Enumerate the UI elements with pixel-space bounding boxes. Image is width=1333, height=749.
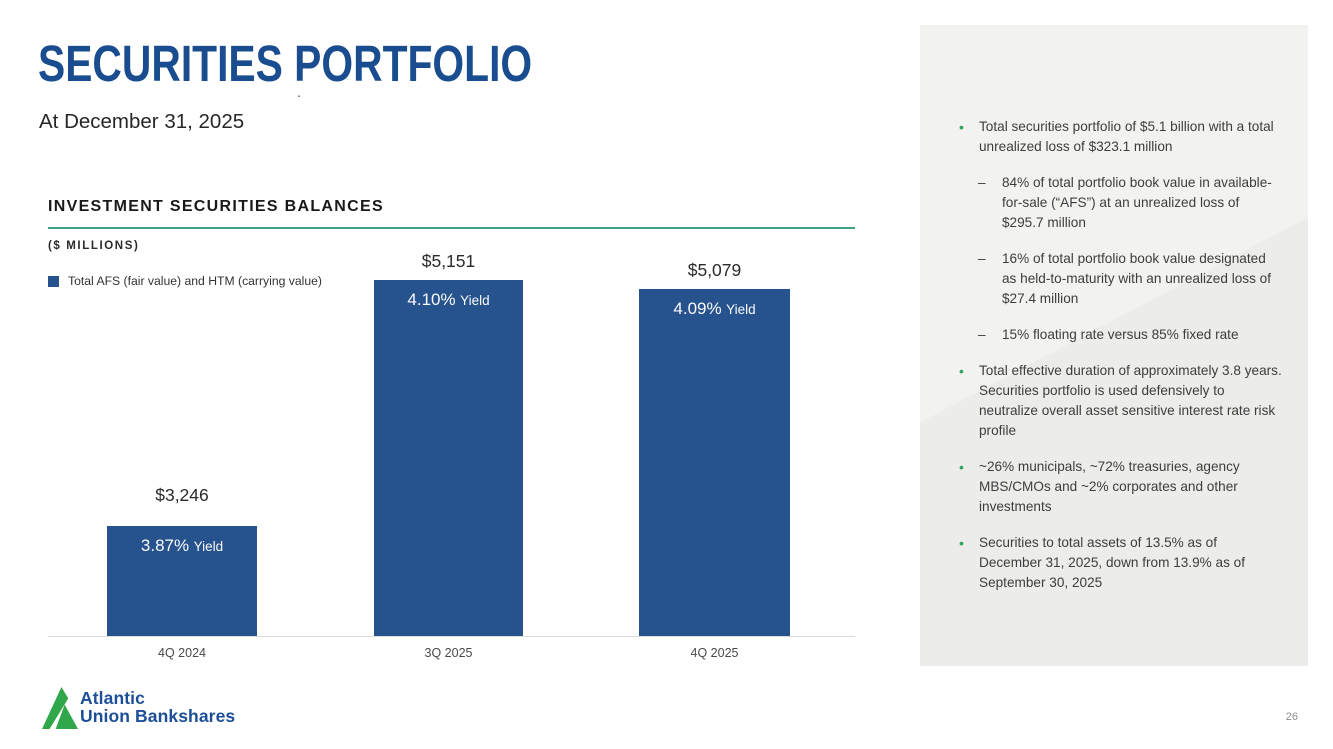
bar-yield-label: 4.09% Yield [639, 289, 790, 319]
sub-bullet-item: – 84% of total portfolio book value in av… [978, 173, 1282, 233]
bullet-text: 16% of total portfolio book value design… [1002, 251, 1271, 306]
page-title: SECURITIES PORTFOLIO [38, 35, 533, 92]
x-axis-label: 4Q 2024 [158, 646, 206, 660]
dash-icon: – [978, 175, 986, 190]
yield-percent: 3.87% [140, 536, 190, 555]
bar-value-label: $5,151 [421, 251, 476, 271]
bar-yield-label: 4.10% Yield [374, 280, 523, 310]
slide-subtitle: At December 31, 2025 [39, 110, 245, 133]
sidebar: • Total securities portfolio of $5.1 bill… [920, 25, 1308, 666]
dash-icon: – [978, 327, 986, 342]
title-footnote-dot: . [297, 84, 301, 100]
bullet-text: Total effective duration of approximatel… [979, 363, 1282, 438]
chart-legend: Total AFS (fair value) and HTM (carrying… [48, 274, 322, 288]
bullet-text: 15% floating rate versus 85% fixed rate [1002, 327, 1239, 342]
bar-value-label: $5,079 [687, 260, 742, 280]
bullet-item: • Securities to total assets of 13.5% as … [959, 533, 1282, 593]
chart-units-label: ($ MILLIONS) [48, 240, 140, 252]
yield-word: Yield [193, 539, 224, 554]
bar-chart: $3,246 3.87% Yield $5,151 4.10% Yield $5… [48, 240, 855, 660]
bullet-dot-icon: • [959, 363, 964, 379]
yield-word: Yield [726, 302, 756, 317]
page-number: 26 [1285, 711, 1298, 723]
dash-icon: – [978, 251, 986, 266]
yield-word: Yield [460, 293, 490, 308]
bar-yield-label: 3.87% Yield [107, 526, 257, 556]
x-axis-line [48, 636, 855, 637]
bar-3q2025: $5,151 4.10% Yield [374, 251, 523, 636]
logo-line1: Atlantic [80, 688, 145, 708]
sub-bullet-item: – 15% floating rate versus 85% fixed rate [978, 325, 1282, 345]
bar-value-label: $3,246 [155, 485, 209, 505]
bullet-text: ~26% municipals, ~72% treasuries, agency… [979, 459, 1240, 514]
bullet-dot-icon: • [959, 535, 964, 551]
bullet-item: • ~26% municipals, ~72% treasuries, agenc… [959, 457, 1282, 517]
bullet-item: • Total securities portfolio of $5.1 bill… [959, 117, 1282, 157]
x-axis-label: 4Q 2025 [690, 646, 739, 660]
yield-percent: 4.10% [407, 290, 456, 309]
bullet-text: Securities to total assets of 13.5% as o… [979, 535, 1245, 590]
bullet-text: 84% of total portfolio book value in ava… [1002, 175, 1272, 230]
legend-swatch-icon [48, 275, 59, 287]
sub-bullet-item: – 16% of total portfolio book value desig… [978, 249, 1282, 309]
bullet-dot-icon: • [959, 119, 964, 135]
x-axis-label: 3Q 2025 [424, 646, 473, 660]
chart-heading: INVESTMENT SECURITIES BALANCES [48, 198, 384, 215]
bullet-dot-icon: • [959, 459, 964, 475]
bullet-text: Total securities portfolio of $5.1 billi… [979, 119, 1274, 154]
bar-4q2024: $3,246 3.87% Yield [107, 485, 257, 636]
logo-line2: Union Bankshares [80, 706, 236, 726]
logo-wordmark: Atlantic Union Bankshares [80, 689, 235, 725]
legend-label: Total AFS (fair value) and HTM (carrying… [68, 274, 322, 288]
sidebar-bullets: • Total securities portfolio of $5.1 bill… [959, 117, 1282, 593]
yield-percent: 4.09% [673, 299, 722, 318]
heading-rule [48, 227, 855, 229]
atlantic-union-logo-icon [42, 687, 78, 729]
bullet-item: • Total effective duration of approximate… [959, 361, 1282, 441]
bar-4q2025: $5,079 4.09% Yield [639, 260, 790, 636]
